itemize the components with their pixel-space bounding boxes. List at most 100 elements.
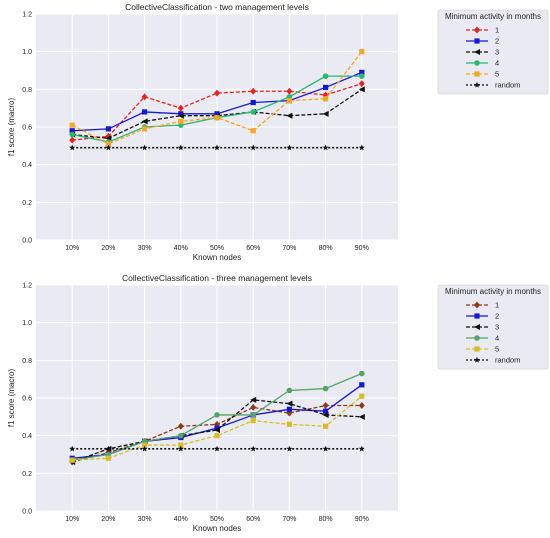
data-point — [322, 144, 329, 151]
data-point — [286, 400, 293, 407]
x-tick-label: 10% — [65, 516, 79, 523]
data-point — [323, 84, 329, 91]
y-tick-label: 0.4 — [22, 162, 32, 169]
data-point — [286, 406, 292, 412]
legend-entry-3: 3 — [495, 48, 499, 57]
y-axis-label: f1 score (macro) — [7, 98, 16, 157]
chart-title: CollectiveClassification - three managem… — [122, 273, 312, 283]
data-point — [250, 445, 257, 452]
x-tick-label: 20% — [101, 516, 115, 523]
data-point — [214, 425, 220, 431]
data-point — [250, 412, 256, 418]
x-tick-label: 30% — [138, 245, 152, 252]
series-random — [69, 445, 365, 452]
legend-marker-5 — [474, 346, 480, 352]
data-point — [322, 402, 329, 410]
data-point — [142, 442, 148, 448]
data-point — [359, 382, 365, 388]
chart-title: CollectiveClassification - two managemen… — [125, 2, 309, 12]
data-point — [322, 411, 329, 418]
data-point — [214, 412, 220, 418]
data-point — [105, 144, 112, 151]
x-tick-label: 90% — [355, 245, 369, 252]
data-point — [323, 96, 329, 102]
x-tick-label: 80% — [319, 245, 333, 252]
legend-entry-4: 4 — [495, 59, 499, 68]
data-point — [105, 455, 111, 461]
legend-marker-3 — [474, 49, 480, 55]
data-point — [142, 109, 148, 115]
data-point — [178, 111, 184, 117]
data-point — [178, 432, 184, 439]
x-tick-label: 10% — [65, 245, 79, 252]
y-tick-label: 0.8 — [22, 358, 32, 365]
data-point — [322, 73, 329, 79]
y-tick-label: 0.2 — [22, 200, 32, 207]
legend-marker-random — [473, 356, 481, 363]
data-point — [286, 87, 293, 95]
data-point — [69, 131, 75, 138]
data-point — [322, 110, 329, 117]
series-line-3 — [71, 399, 362, 463]
data-point — [69, 136, 76, 144]
data-point — [213, 144, 221, 151]
legend-marker-4 — [474, 60, 480, 66]
x-axis-label: Known nodes — [193, 524, 241, 533]
legend-entry-5: 5 — [495, 70, 499, 79]
x-tick-label: 70% — [282, 516, 296, 523]
x-tick-label: 30% — [138, 516, 152, 523]
y-tick-label: 0.4 — [22, 433, 32, 440]
data-point — [286, 112, 293, 119]
legend-marker-1 — [474, 26, 480, 34]
y-tick-label: 0.6 — [22, 396, 32, 403]
data-point — [141, 93, 148, 101]
data-point — [69, 144, 76, 151]
x-tick-label: 60% — [246, 245, 260, 252]
data-point — [177, 144, 184, 151]
data-point — [358, 413, 365, 420]
y-tick-label: 0.8 — [22, 87, 32, 94]
data-point — [322, 445, 329, 452]
legend-title: Minimum activity in months — [445, 12, 541, 21]
x-tick-label: 80% — [319, 516, 333, 523]
data-point — [69, 457, 75, 463]
y-tick-label: 0.0 — [22, 509, 32, 516]
data-point — [358, 445, 365, 452]
legend-title: Minimum activity in months — [445, 287, 541, 296]
x-axis-label: Known nodes — [193, 253, 241, 262]
data-point — [141, 445, 148, 452]
data-point — [178, 442, 184, 448]
data-point — [323, 408, 329, 414]
data-point — [141, 118, 148, 125]
legend-marker-4 — [474, 335, 480, 341]
data-point — [214, 114, 220, 121]
data-point — [214, 427, 220, 434]
data-point — [250, 418, 256, 424]
legend-entry-random: random — [495, 81, 520, 90]
data-point — [358, 86, 365, 93]
legend-entry-5: 5 — [495, 345, 499, 354]
legend-marker-5 — [474, 71, 480, 77]
data-point — [213, 445, 221, 452]
data-point — [250, 109, 256, 115]
data-point — [250, 99, 256, 106]
data-point — [69, 122, 75, 128]
data-point — [359, 69, 365, 75]
data-point — [358, 80, 365, 88]
legend-marker-2 — [474, 313, 480, 319]
data-point — [323, 423, 329, 429]
data-point — [177, 445, 184, 452]
x-tick-label: 60% — [246, 516, 260, 523]
legend-marker-1 — [474, 301, 480, 309]
y-tick-label: 1.2 — [22, 12, 32, 19]
data-point — [359, 49, 365, 55]
data-point — [105, 445, 112, 452]
data-point — [141, 144, 148, 151]
data-point — [142, 126, 148, 132]
y-tick-label: 1.2 — [22, 283, 32, 290]
data-point — [250, 396, 257, 403]
data-point — [286, 144, 293, 151]
data-point — [322, 385, 329, 392]
legend-entry-2: 2 — [495, 37, 499, 46]
